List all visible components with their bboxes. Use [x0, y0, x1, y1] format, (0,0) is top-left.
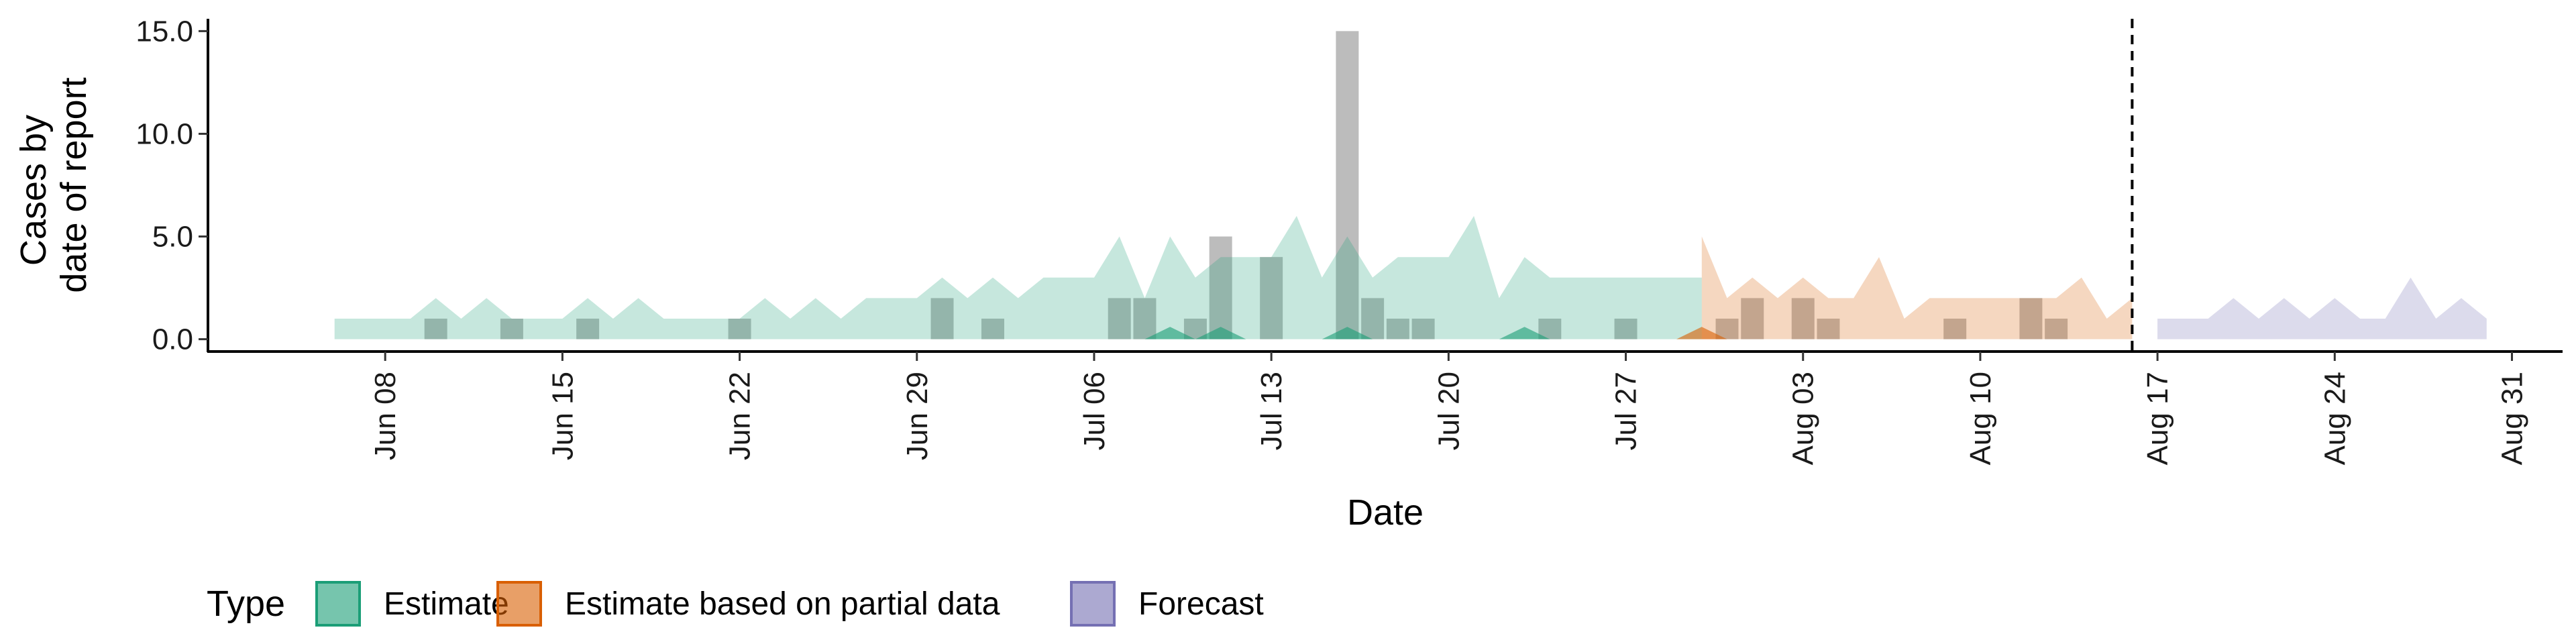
reported-case-bar [1336, 31, 1359, 339]
reported-case-bar [1943, 319, 1967, 339]
reported-case-bar [1209, 236, 1232, 339]
ribbon-estimate-based-on-partial-data [1701, 236, 2133, 339]
reported-case-bar [930, 298, 954, 339]
y-axis-title-line-2: date of report [54, 77, 94, 292]
reported-case-bar [1791, 298, 1815, 339]
y-axis-ticks: 0.0 5.0 10.0 15.0 [136, 15, 208, 356]
y-tick-label: 15.0 [136, 15, 193, 48]
x-tick-label: Aug 17 [2141, 372, 2174, 465]
x-axis-title: Date [1347, 492, 1424, 533]
y-tick-label: 10.0 [136, 117, 193, 150]
legend-swatch [496, 581, 542, 627]
x-tick-label: Aug 03 [1787, 372, 1820, 465]
legend-swatch [315, 581, 361, 627]
reported-case-bar [2019, 298, 2043, 339]
estimate-marker [1676, 327, 1727, 339]
reported-case-bar [1614, 319, 1638, 339]
reported-case-bar [1260, 257, 1283, 339]
y-tick-label: 5.0 [152, 221, 193, 254]
legend-label: Estimate [384, 586, 509, 622]
reported-case-bar [1361, 298, 1385, 339]
x-tick-label: Aug 24 [2318, 372, 2351, 465]
reported-case-bar [500, 319, 523, 339]
reported-case-bar [1386, 319, 1409, 339]
legend-label: Forecast [1138, 586, 1264, 622]
reported-case-bar [728, 319, 751, 339]
reported-case-bar [424, 319, 447, 339]
estimate-marker [1499, 327, 1550, 339]
x-tick-label: Jul 06 [1078, 372, 1111, 450]
estimate-marker [1144, 327, 1195, 339]
x-tick-label: Aug 10 [1964, 372, 1997, 465]
ribbon-forecast [2157, 277, 2487, 339]
x-tick-label: Jun 08 [369, 372, 402, 460]
x-tick-label: Jun 15 [546, 372, 579, 460]
legend-label: Estimate based on partial data [565, 586, 1000, 622]
y-tick-label: 0.0 [152, 323, 193, 356]
x-tick-label: Jun 29 [901, 372, 934, 460]
x-tick-label: Aug 31 [2496, 372, 2529, 465]
x-axis-ticks: Jun 08 Jun 15 Jun 22 Jun 29 Jul 06 Jul 13 Jul … [369, 352, 2529, 465]
legend: Type Estimate Estimate based on partial d… [207, 581, 1264, 627]
estimate-marker [1195, 327, 1246, 339]
reported-case-bar [1411, 319, 1435, 339]
y-axis-title: Cases by date of report [13, 77, 94, 292]
x-tick-label: Jul 20 [1432, 372, 1465, 450]
ribbon-estimate [334, 215, 1702, 339]
x-tick-label: Jun 22 [724, 372, 757, 460]
estimate-ribbons [334, 215, 2487, 339]
reported-case-bar [1741, 298, 1764, 339]
x-tick-label: Jul 13 [1255, 372, 1288, 450]
x-tick-label: Jul 27 [1610, 372, 1643, 450]
reported-case-bar [2045, 319, 2068, 339]
reported-case-bar [1133, 298, 1157, 339]
reported-case-bar [1108, 298, 1131, 339]
estimate-marker [1322, 327, 1373, 339]
legend-swatch [1070, 581, 1116, 627]
reported-case-bar [576, 319, 600, 339]
estimate-markers [1144, 327, 1727, 339]
legend-title: Type [207, 584, 285, 624]
reported-case-bars [424, 31, 2068, 339]
axes [207, 19, 2563, 353]
y-axis-title-line-1: Cases by [13, 115, 54, 266]
reported-case-bar [981, 319, 1004, 339]
reported-case-bar [1817, 319, 1840, 339]
